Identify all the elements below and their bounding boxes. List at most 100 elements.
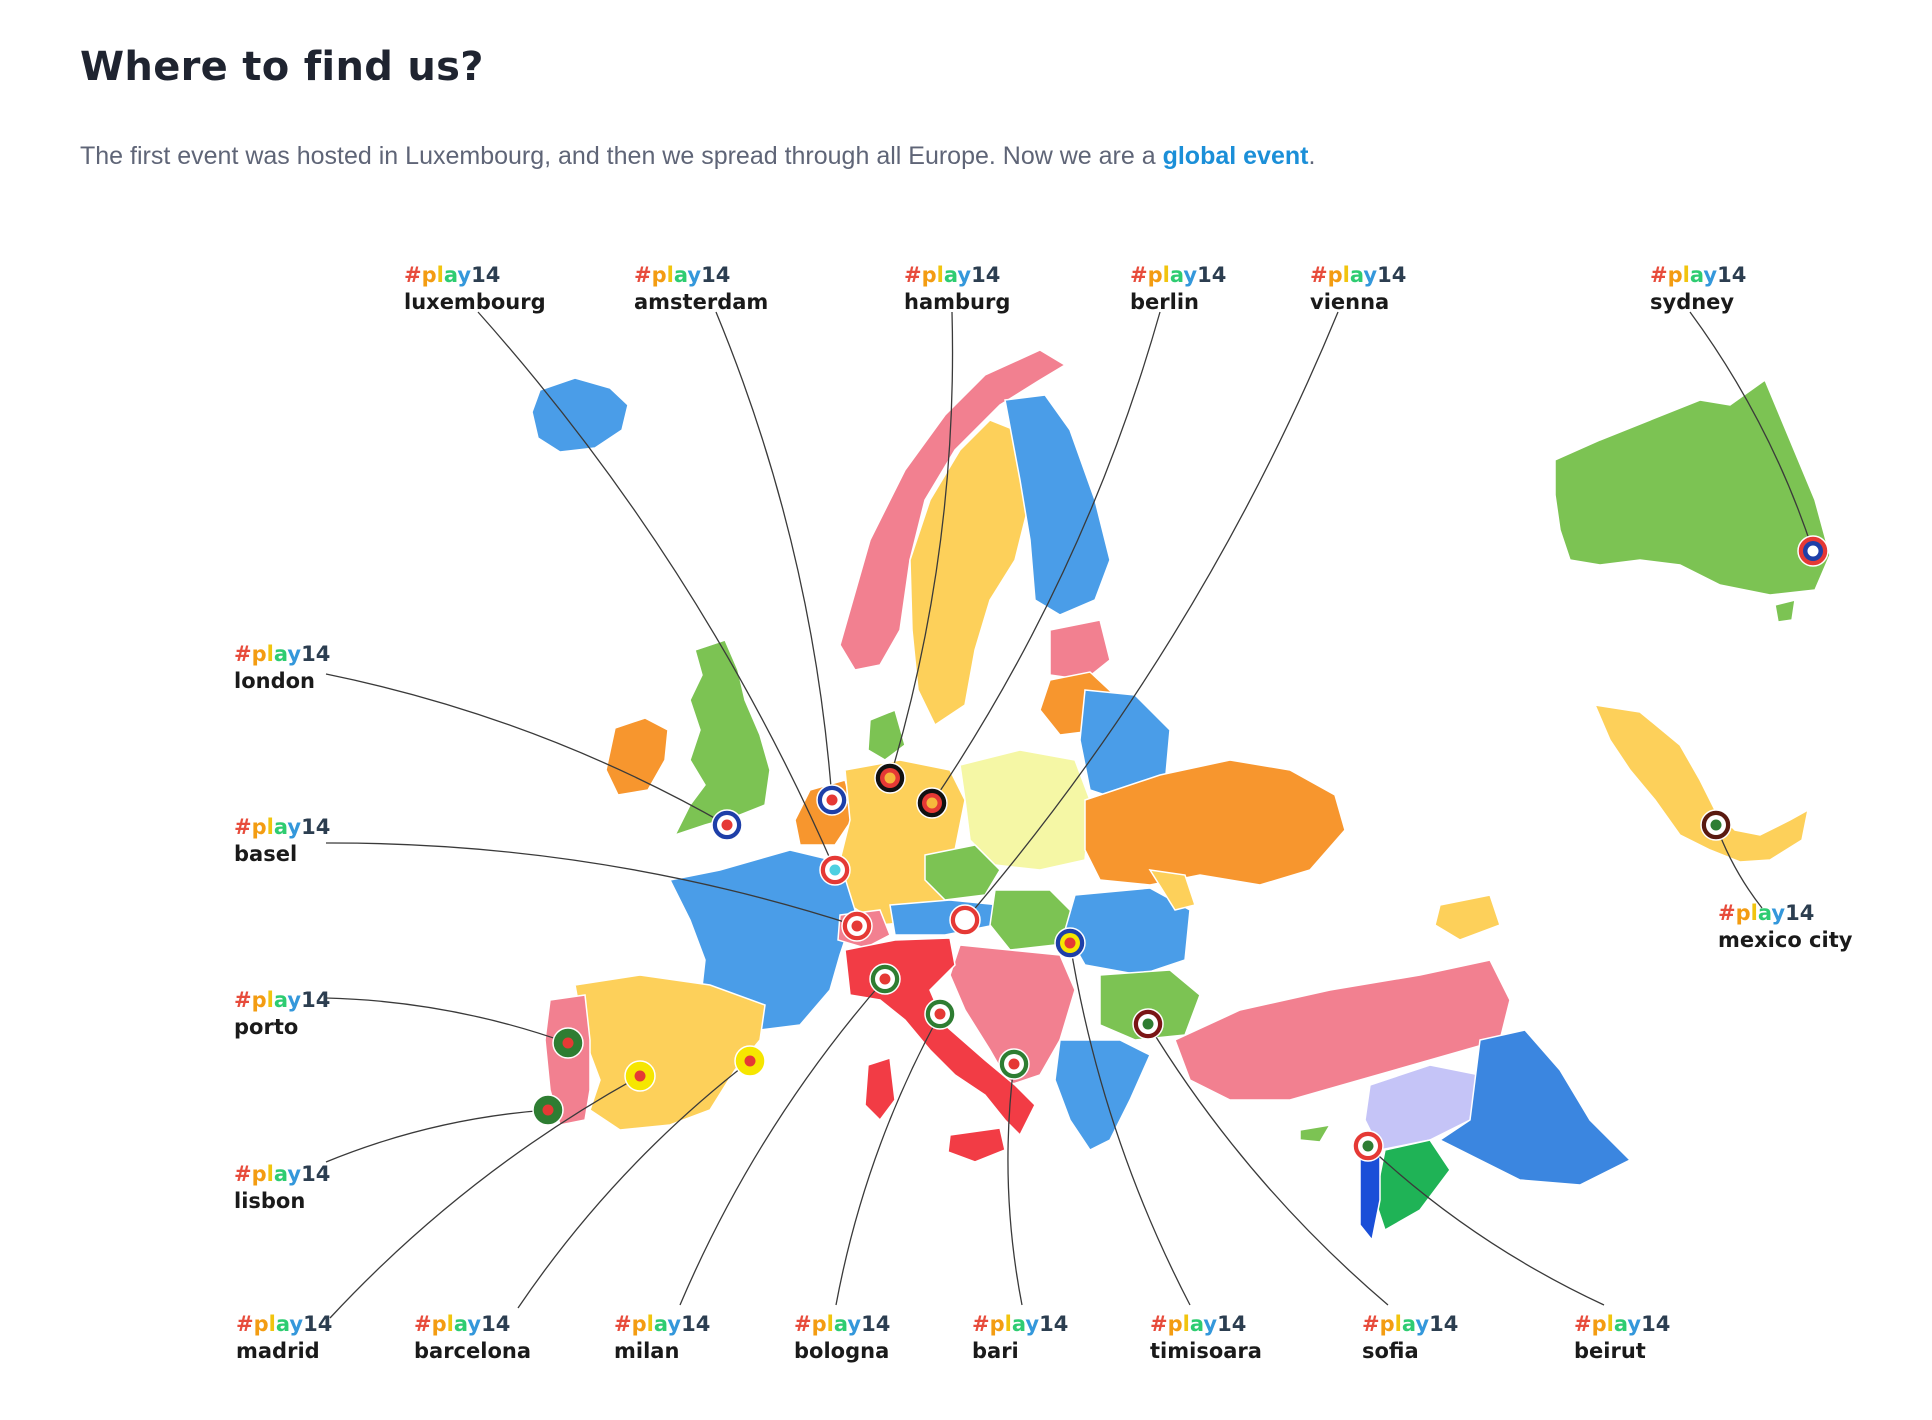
tag-part: # [614, 1312, 632, 1336]
marker-dot [744, 1055, 756, 1067]
tag-part: # [234, 642, 252, 666]
leader-line-milan [679, 978, 886, 1306]
island-sicily [947, 1127, 1006, 1163]
tag-part: 14 [1377, 263, 1406, 287]
label-tag-milan: #play14 [614, 1312, 710, 1336]
tag-part: p [1168, 1312, 1183, 1336]
tag-part: 14 [1429, 1312, 1458, 1336]
island-cyprus [1299, 1123, 1332, 1143]
tag-part: # [904, 263, 922, 287]
label-city-sofia: sofia [1362, 1339, 1419, 1363]
tag-part: a [1190, 1312, 1204, 1336]
tag-part: # [236, 1312, 254, 1336]
label-city-luxembourg: luxembourg [404, 290, 546, 314]
tag-part: a [1690, 263, 1704, 287]
tag-part: p [1380, 1312, 1395, 1336]
tag-part: 14 [301, 642, 330, 666]
tag-part: p [1668, 263, 1683, 287]
tag-part: 14 [303, 1312, 332, 1336]
tag-part: # [972, 1312, 990, 1336]
marker-amsterdam[interactable] [816, 784, 848, 816]
label-city-london: london [234, 669, 315, 693]
label-city-timisoara: timisoara [1150, 1339, 1262, 1363]
tag-part: l [667, 263, 674, 287]
tag-part: a [834, 1312, 848, 1336]
marker-hamburg[interactable] [874, 762, 906, 794]
tag-part: l [1183, 1312, 1190, 1336]
tag-part: 14 [681, 1312, 710, 1336]
label-tag-sydney: #play14 [1650, 263, 1746, 287]
tag-part: 14 [301, 1162, 330, 1186]
country-uk [673, 639, 771, 837]
marker-milan[interactable] [869, 963, 901, 995]
marker-porto[interactable] [552, 1027, 584, 1059]
tag-part: # [1150, 1312, 1168, 1336]
marker-sofia[interactable] [1132, 1008, 1164, 1040]
tag-part: # [634, 263, 652, 287]
tag-part: p [254, 1312, 269, 1336]
country-denmark [867, 708, 906, 761]
marker-madrid[interactable] [624, 1060, 656, 1092]
marker-mexico-city[interactable] [1700, 809, 1732, 841]
country-ukraine [1084, 759, 1346, 886]
tag-part: l [437, 263, 444, 287]
marker-dot [829, 864, 841, 876]
marker-london[interactable] [711, 809, 743, 841]
tag-part: l [267, 815, 274, 839]
country-norway [839, 349, 1067, 671]
tag-part: l [1163, 263, 1170, 287]
tag-part: p [252, 988, 267, 1012]
leader-line-porto [325, 997, 569, 1045]
tag-part: l [269, 1312, 276, 1336]
tag-part: 14 [971, 263, 1000, 287]
label-city-vienna: vienna [1310, 290, 1389, 314]
marker-barcelona[interactable] [734, 1045, 766, 1077]
marker-dot [826, 794, 838, 806]
label-tag-luxembourg: #play14 [404, 263, 500, 287]
tag-part: l [267, 988, 274, 1012]
marker-lisbon[interactable] [532, 1094, 564, 1126]
marker-berlin[interactable] [916, 787, 948, 819]
intro-sentence: The first event was hosted in Luxembourg… [80, 142, 1163, 170]
country-iceland [531, 377, 629, 453]
tag-part: y [287, 642, 301, 666]
label-tag-madrid: #play14 [236, 1312, 332, 1336]
marker-dot [1008, 1058, 1020, 1070]
countries-layer [531, 349, 1831, 1242]
label-tag-bologna: #play14 [794, 1312, 890, 1336]
tag-part: a [274, 988, 288, 1012]
tag-part: 14 [1785, 901, 1814, 925]
label-tag-hamburg: #play14 [904, 263, 1000, 287]
tag-part: a [944, 263, 958, 287]
tag-part: # [234, 1162, 252, 1186]
country-iraq [1438, 1029, 1632, 1186]
marker-bologna[interactable] [924, 998, 956, 1030]
marker-luxembourg[interactable] [819, 854, 851, 886]
country-moldova [1148, 869, 1196, 911]
label-tag-lisbon: #play14 [234, 1162, 330, 1186]
marker-vienna[interactable] [949, 904, 981, 936]
tag-part: p [432, 1312, 447, 1336]
leader-line-london [325, 673, 728, 826]
tag-part: y [467, 1312, 481, 1336]
label-city-hamburg: hamburg [904, 290, 1010, 314]
marker-basel[interactable] [841, 910, 873, 942]
country-caucasus [1434, 894, 1501, 941]
tag-part: p [1328, 263, 1343, 287]
marker-sydney[interactable] [1797, 535, 1829, 567]
marker-bari[interactable] [998, 1048, 1030, 1080]
tag-part: y [1363, 263, 1377, 287]
tag-part: a [654, 1312, 668, 1336]
tag-part: a [1350, 263, 1364, 287]
leader-line-sydney [1689, 311, 1815, 552]
tag-part: p [812, 1312, 827, 1336]
marker-timisoara[interactable] [1054, 927, 1086, 959]
label-city-bologna: bologna [794, 1339, 889, 1363]
tag-part: 14 [301, 815, 330, 839]
tag-part: # [794, 1312, 812, 1336]
tag-part: y [287, 988, 301, 1012]
global-event-link[interactable]: global event [1162, 142, 1309, 170]
marker-beirut[interactable] [1352, 1130, 1384, 1162]
tag-part: a [1614, 1312, 1628, 1336]
